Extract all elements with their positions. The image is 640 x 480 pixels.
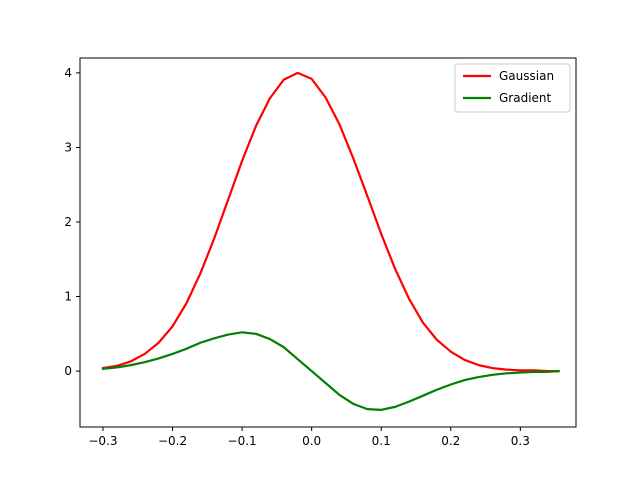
series-line-gaussian — [101, 71, 560, 373]
legend: Gaussian Gradient — [454, 63, 571, 113]
x-tick-label: 0.1 — [372, 434, 391, 448]
x-tick-label: 0.3 — [511, 434, 530, 448]
y-tick-label: 4 — [64, 66, 72, 80]
x-tick-label: 0.0 — [302, 434, 321, 448]
series-layer — [101, 71, 560, 411]
legend-label-gaussian: Gaussian — [499, 69, 554, 83]
y-tick-label: 3 — [64, 140, 72, 154]
series-line-gradient — [101, 331, 560, 411]
y-tick-label: 0 — [64, 364, 72, 378]
legend-label-gradient: Gradient — [499, 91, 552, 105]
x-tick-label: −0.1 — [228, 434, 257, 448]
y-tick-label: 2 — [64, 215, 72, 229]
y-axis-ticks: 0 1 2 3 4 — [64, 66, 80, 378]
x-tick-label: −0.2 — [158, 434, 187, 448]
y-tick-label: 1 — [64, 290, 72, 304]
x-axis-ticks: −0.3 −0.2 −0.1 0.0 0.1 0.2 0.3 — [88, 427, 530, 448]
x-tick-label: −0.3 — [88, 434, 117, 448]
x-tick-label: 0.2 — [441, 434, 460, 448]
axes-frame — [79, 57, 577, 428]
